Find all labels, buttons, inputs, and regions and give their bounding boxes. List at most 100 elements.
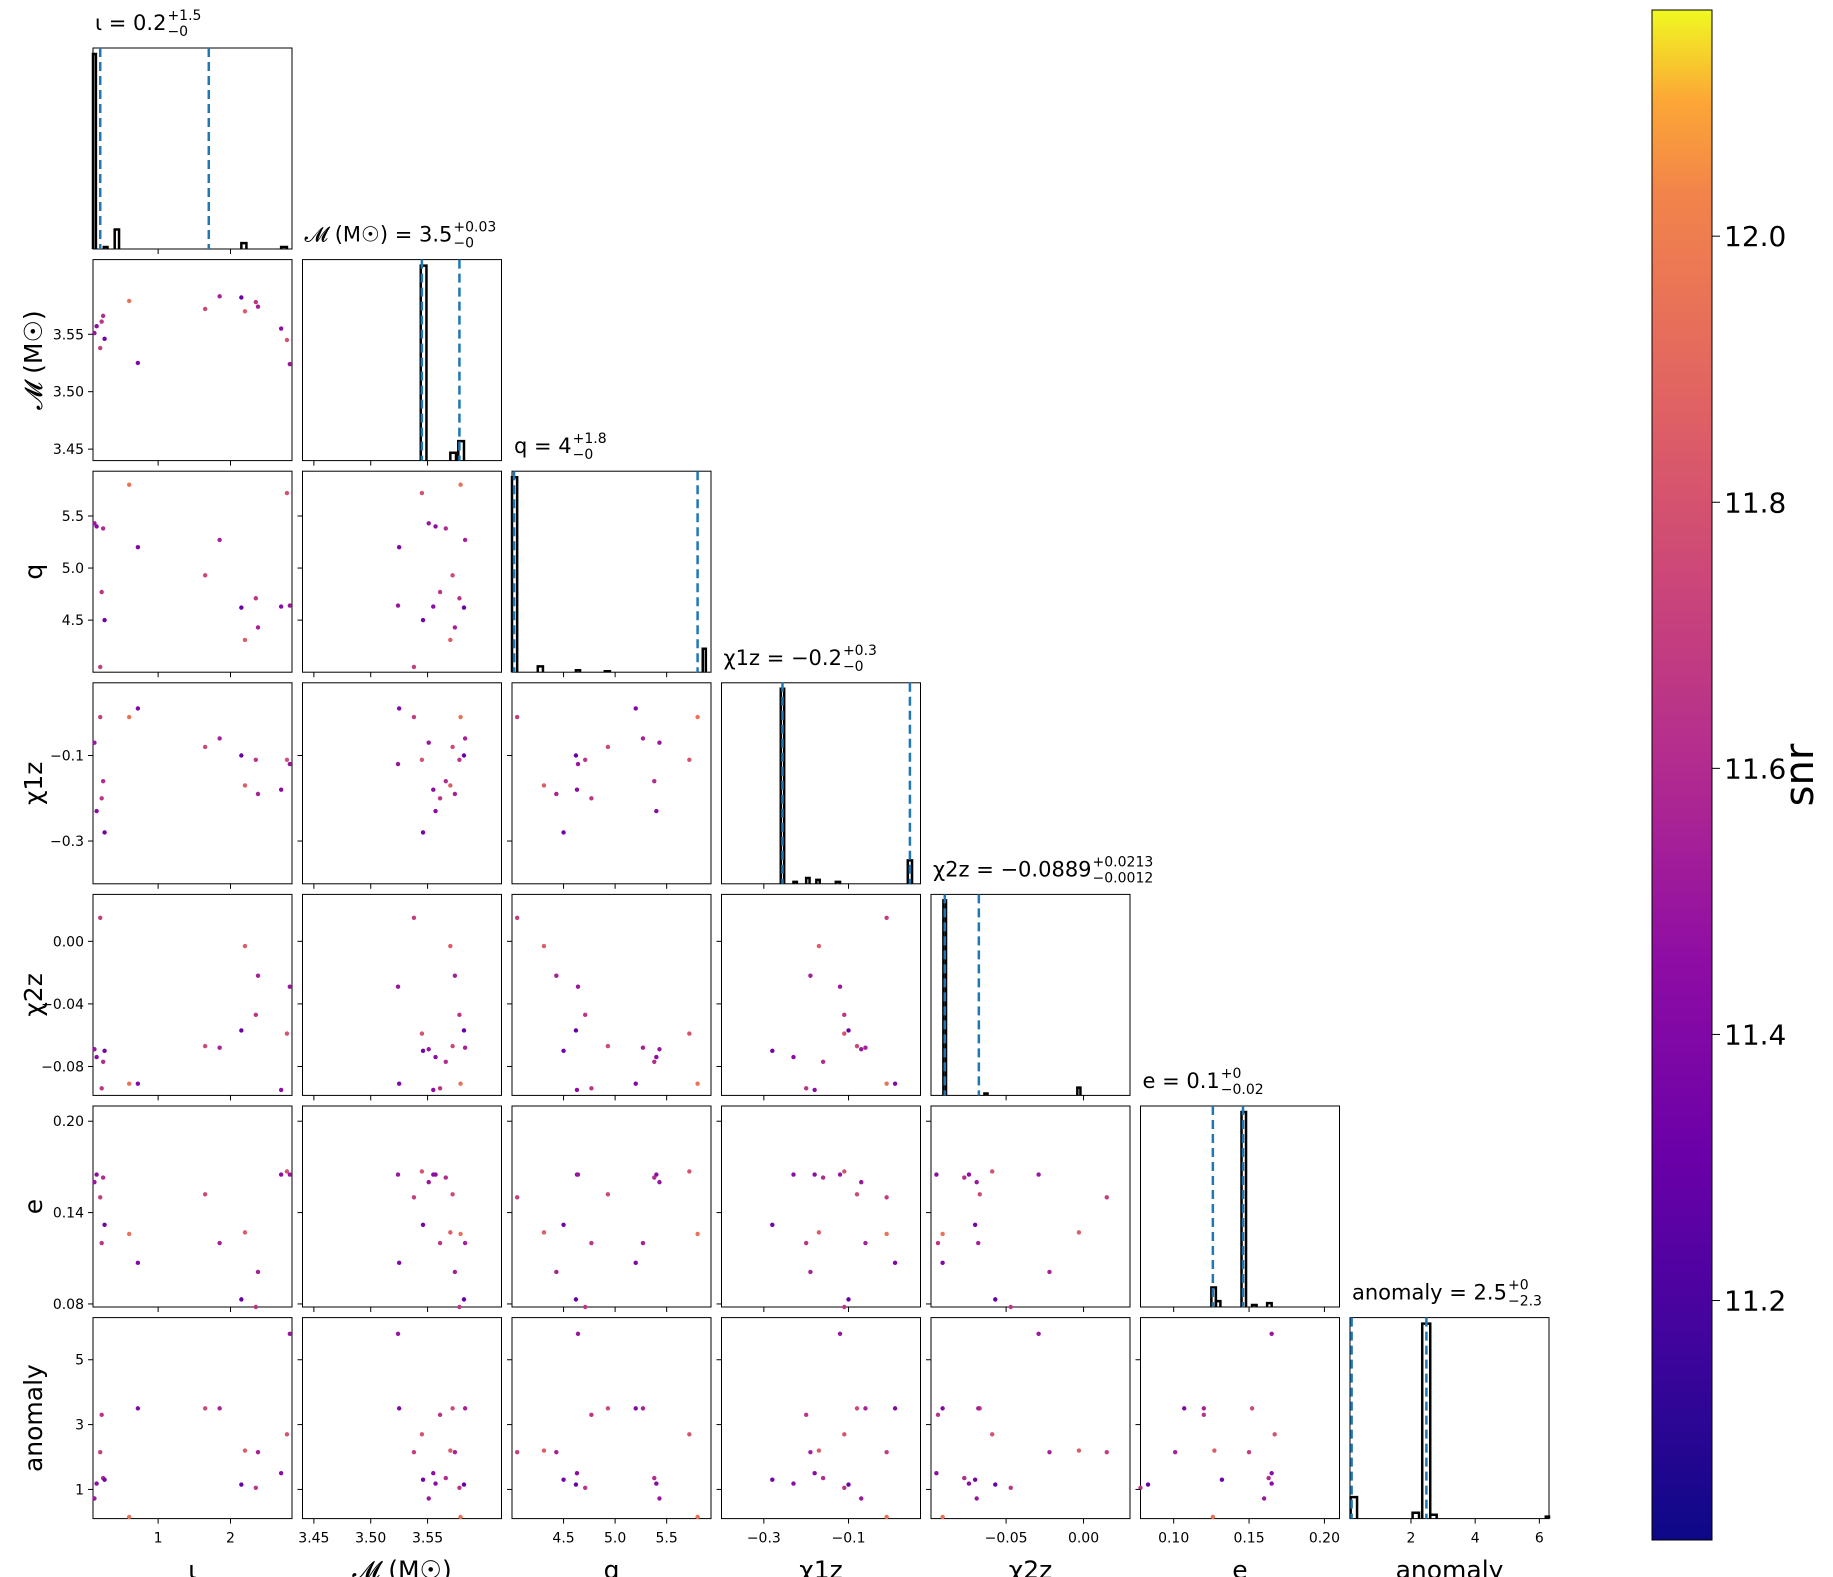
sample-point xyxy=(135,1081,141,1086)
sample-point xyxy=(654,808,659,814)
panel-title-sub: −0.02 xyxy=(1221,1082,1264,1098)
panel-frame xyxy=(721,1317,921,1520)
panel-frame xyxy=(511,893,712,1096)
sample-point xyxy=(431,1087,436,1093)
sample-point xyxy=(541,943,547,949)
sample-point xyxy=(278,1087,284,1093)
sample-point xyxy=(461,605,467,610)
sample-point xyxy=(431,604,436,609)
sample-point xyxy=(98,714,103,720)
sample-point xyxy=(695,1231,700,1237)
panel-frame xyxy=(302,682,502,885)
sample-point xyxy=(846,1028,851,1033)
sample-point xyxy=(443,1475,448,1481)
y-axis-label-anomaly: anomaly xyxy=(19,1364,48,1472)
panel-q-mc xyxy=(297,470,502,678)
sample-point xyxy=(239,295,244,300)
panel-frame xyxy=(92,893,293,1096)
sample-point xyxy=(770,1222,775,1227)
panel-frame xyxy=(511,1105,712,1308)
sample-point xyxy=(554,1269,559,1275)
sample-point xyxy=(605,744,611,750)
sample-point xyxy=(1272,1432,1277,1437)
sample-point xyxy=(126,482,132,487)
sample-point xyxy=(640,1045,646,1050)
sample-point xyxy=(514,1449,520,1455)
sample-point xyxy=(657,1496,662,1501)
histogram-bin xyxy=(815,878,821,884)
sample-point xyxy=(287,984,293,989)
sample-point xyxy=(573,1028,579,1033)
sample-point xyxy=(574,1087,580,1093)
panel-frame xyxy=(92,682,293,885)
panel-mc-iota xyxy=(88,259,293,466)
panel-frame xyxy=(511,1317,712,1520)
sample-point xyxy=(589,1240,594,1246)
sample-point xyxy=(461,753,467,758)
histogram-bin xyxy=(574,669,582,673)
panel-iota-iota: ι = 0.2 +1.5−0 xyxy=(91,8,293,254)
sample-point xyxy=(687,1031,692,1036)
sample-point xyxy=(633,1260,638,1266)
sample-point xyxy=(892,1260,898,1266)
sample-point xyxy=(202,306,208,312)
sample-point xyxy=(411,1449,417,1455)
sample-point xyxy=(395,984,401,989)
sample-point xyxy=(419,1031,425,1036)
sample-point xyxy=(126,1514,132,1520)
sample-point xyxy=(433,808,438,814)
sample-point xyxy=(100,778,106,784)
histogram-bin xyxy=(536,665,545,673)
sample-point xyxy=(284,1432,290,1437)
sample-point xyxy=(419,490,425,496)
sample-point xyxy=(1201,1412,1207,1418)
sample-point xyxy=(462,1045,468,1050)
sample-point xyxy=(239,753,244,758)
sample-point xyxy=(457,757,462,762)
sample-point xyxy=(100,526,106,531)
sample-point xyxy=(433,1481,438,1486)
sample-point xyxy=(605,1043,611,1049)
sample-point xyxy=(433,524,438,529)
panel-title-sub: −2.3 xyxy=(1508,1294,1542,1310)
sample-point xyxy=(102,830,107,835)
sample-point xyxy=(884,1514,889,1520)
panel-frame xyxy=(1140,1105,1340,1308)
sample-point xyxy=(640,1240,646,1246)
sample-point xyxy=(431,1172,436,1177)
sample-point xyxy=(977,1192,982,1197)
sample-point xyxy=(278,604,284,609)
sample-point xyxy=(1269,1471,1274,1476)
sample-point xyxy=(640,736,646,741)
sample-point xyxy=(854,1192,860,1197)
histogram-bin xyxy=(603,669,612,673)
sample-point xyxy=(395,1172,401,1177)
sample-point xyxy=(278,1471,284,1476)
sample-point xyxy=(98,1195,103,1200)
sample-point xyxy=(462,1406,468,1411)
panel-title-sub: −0 xyxy=(573,447,594,463)
y-tick-label: 0.08 xyxy=(53,1297,84,1313)
sample-point xyxy=(554,973,559,978)
sample-point xyxy=(217,1240,222,1246)
sample-point xyxy=(99,796,104,801)
sample-point xyxy=(255,973,261,978)
sample-point xyxy=(92,521,97,526)
sample-point xyxy=(657,1047,662,1052)
sample-point xyxy=(583,757,588,762)
x-tick-label: 2 xyxy=(1407,1531,1416,1547)
panel-title-sup: +0.3 xyxy=(843,643,877,659)
y-axis-label-chi2z: χ2z xyxy=(19,973,48,1016)
sample-point xyxy=(863,1045,868,1050)
y-tick-label: 3.45 xyxy=(53,442,84,458)
panel-anomaly-chi2z xyxy=(926,1317,1131,1524)
sample-point xyxy=(284,1031,290,1036)
sample-point xyxy=(695,1081,700,1086)
panel-e-chi1z xyxy=(716,1105,921,1312)
sample-point xyxy=(284,757,290,762)
sample-point xyxy=(94,524,99,529)
sample-point xyxy=(589,1086,594,1091)
x-tick-label: 5.5 xyxy=(656,1531,678,1547)
sample-point xyxy=(573,1482,579,1487)
sample-point xyxy=(989,1169,995,1174)
